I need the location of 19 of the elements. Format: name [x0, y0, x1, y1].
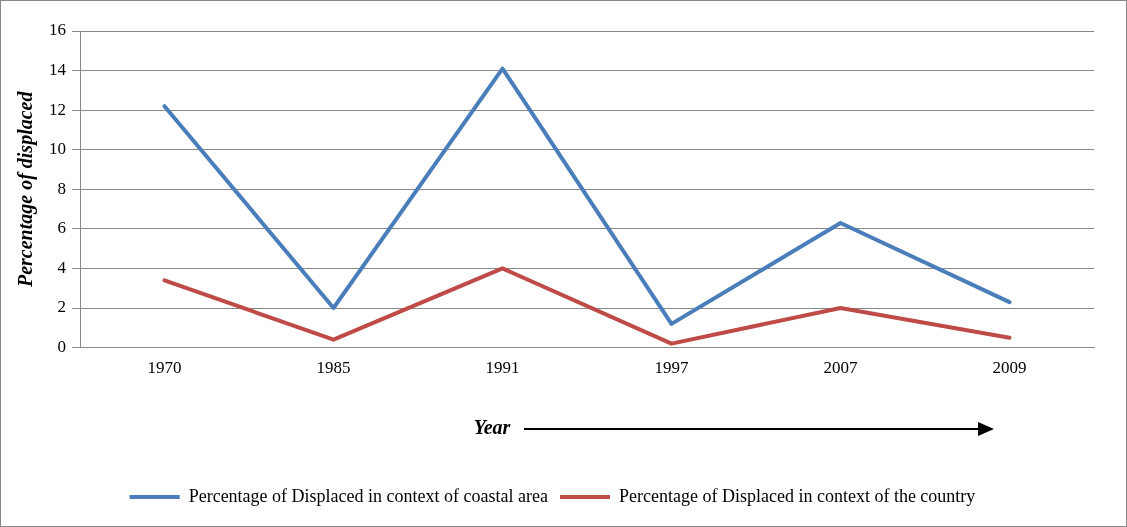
y-tick-label: 4 — [57, 257, 67, 277]
x-tick-label: 2009 — [992, 358, 1027, 378]
y-tick-label: 8 — [57, 178, 66, 198]
y-tick-label: 10 — [49, 139, 66, 159]
x-axis-title: Year — [473, 415, 511, 438]
y-axis-title: Percentage of displaced — [14, 90, 38, 289]
y-tick-label: 14 — [49, 60, 67, 80]
x-tick-label: 2007 — [823, 358, 858, 378]
x-tick-label: 1970 — [147, 358, 182, 378]
legend-label: Percentage of Displaced in context of the country — [618, 485, 976, 506]
x-tick-label: 1985 — [316, 358, 351, 378]
legend-label: Percentage of Displaced in context of coastal area — [188, 485, 548, 506]
y-tick-label: 16 — [49, 20, 66, 40]
y-tick-label: 2 — [57, 297, 66, 317]
y-tick-label: 6 — [57, 218, 66, 238]
x-tick-label: 1997 — [654, 358, 689, 378]
y-tick-label: 0 — [57, 337, 66, 357]
x-tick-label: 1991 — [485, 358, 520, 378]
y-tick-label: 12 — [49, 99, 66, 119]
